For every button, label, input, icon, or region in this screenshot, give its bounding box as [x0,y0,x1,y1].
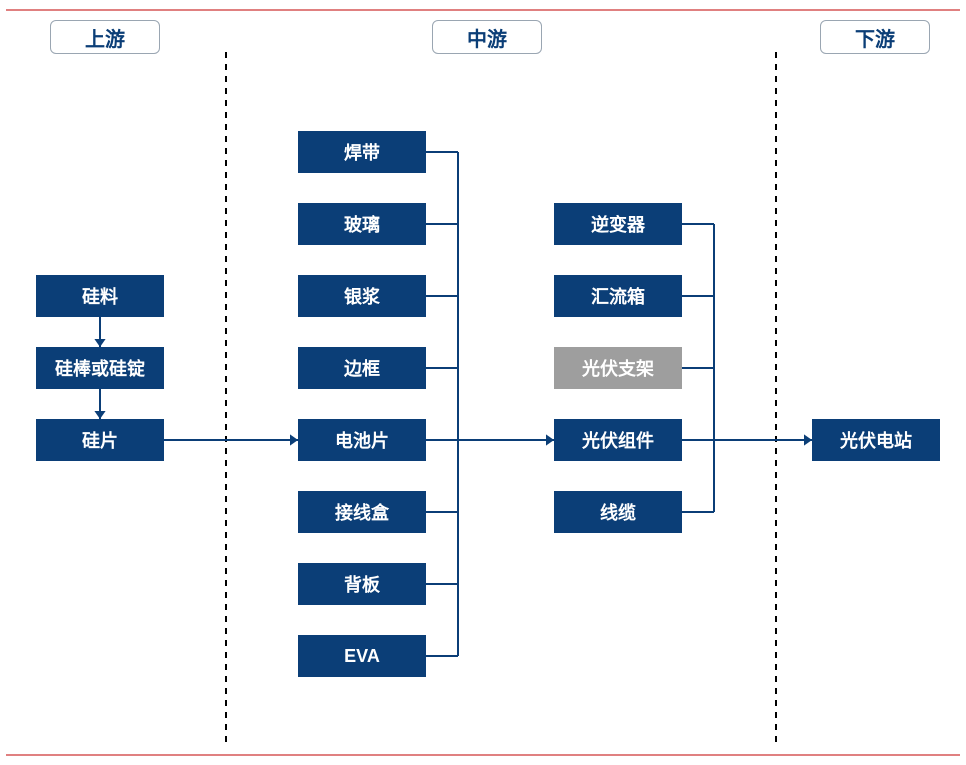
node-si_mat: 硅料 [36,275,164,317]
node-cell: 电池片 [298,419,426,461]
section-header-label: 上游 [85,23,125,52]
node-label: 边框 [344,355,380,381]
node-inverter: 逆变器 [554,203,682,245]
node-label: 银浆 [344,283,380,309]
node-label: 电池片 [335,427,389,453]
node-glass: 玻璃 [298,203,426,245]
node-label: 光伏组件 [582,427,654,453]
section-header-h_down: 下游 [820,20,930,54]
node-label: EVA [344,646,380,667]
node-plant: 光伏电站 [812,419,940,461]
node-label: 硅棒或硅锭 [55,355,145,381]
flowchart-canvas: 上游 中游 下游硅料硅棒或硅锭硅片 焊带玻璃银浆边框电池片接线盒背板 EVA 逆变器汇流箱… [0,0,966,765]
node-si_wafer: 硅片 [36,419,164,461]
node-label: 硅料 [82,283,118,309]
section-header-h_up: 上游 [50,20,160,54]
section-header-label: 中游 [467,23,507,52]
node-label: 汇流箱 [591,283,645,309]
node-module: 光伏组件 [554,419,682,461]
node-cable: 线缆 [554,491,682,533]
node-eva: EVA [298,635,426,677]
node-label: 逆变器 [591,211,645,237]
node-backsh: 背板 [298,563,426,605]
node-label: 接线盒 [335,499,389,525]
node-label: 光伏电站 [840,427,912,453]
node-label: 玻璃 [344,211,380,237]
node-jbox: 接线盒 [298,491,426,533]
node-label: 背板 [344,571,380,597]
section-header-h_mid: 中游 [432,20,542,54]
node-label: 光伏支架 [582,355,654,381]
node-label: 线缆 [600,499,636,525]
node-silver: 银浆 [298,275,426,317]
node-label: 硅片 [82,427,118,453]
node-frame: 边框 [298,347,426,389]
node-label: 焊带 [344,139,380,165]
node-ribbon: 焊带 [298,131,426,173]
section-header-label: 下游 [855,23,895,52]
node-si_ingot: 硅棒或硅锭 [36,347,164,389]
node-mount: 光伏支架 [554,347,682,389]
node-combiner: 汇流箱 [554,275,682,317]
